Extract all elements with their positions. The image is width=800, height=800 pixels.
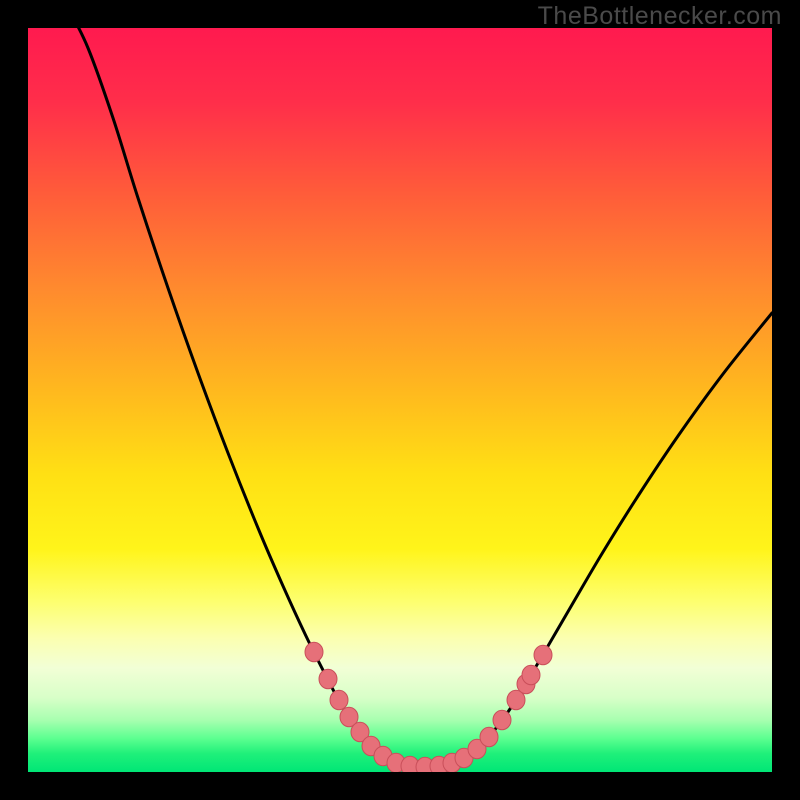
plot-area (28, 28, 772, 772)
chart-stage: TheBottlenecker.com (0, 0, 800, 800)
v-curve-path (68, 28, 772, 767)
curve-layer (28, 28, 772, 772)
curve-marker (319, 669, 337, 688)
curve-marker (305, 642, 323, 661)
curve-marker (330, 690, 348, 709)
curve-marker (480, 727, 498, 746)
watermark-text: TheBottlenecker.com (538, 2, 782, 31)
curve-marker (522, 665, 540, 684)
curve-marker (493, 710, 511, 729)
curve-marker (534, 645, 552, 664)
